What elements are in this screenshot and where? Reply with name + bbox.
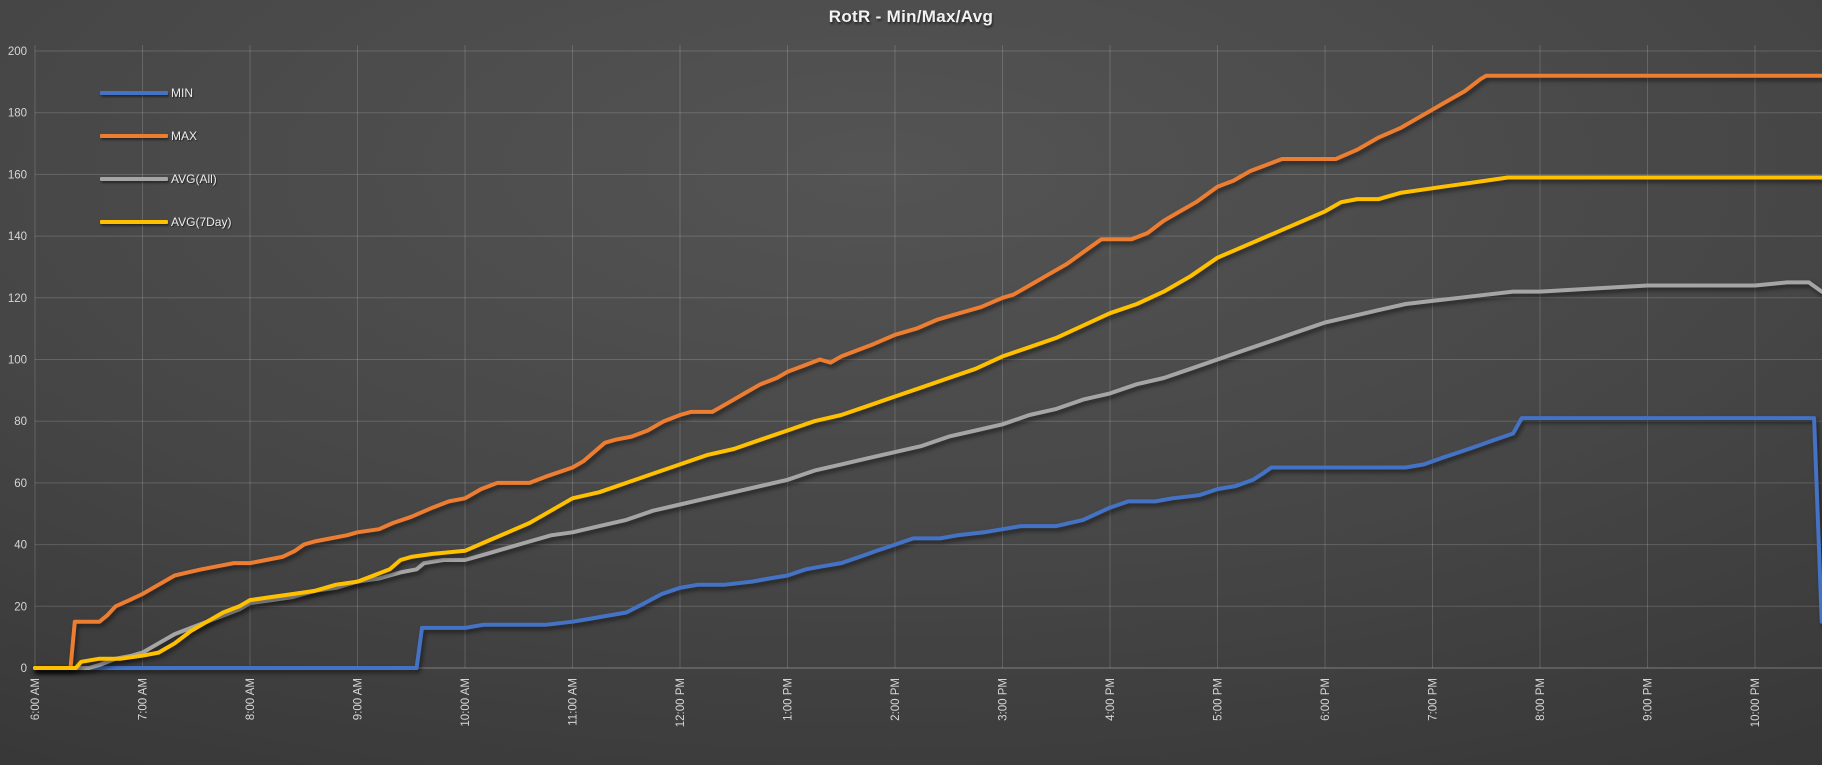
x-axis-tick-label: 9:00 PM: [1643, 678, 1655, 721]
legend-label-avg-all: AVG(All): [171, 172, 217, 186]
series-line-avg-7day: [33, 175, 1822, 670]
x-axis-tick-label: 12:00 PM: [675, 678, 687, 727]
x-axis-tick-label: 7:00 AM: [138, 678, 150, 720]
x-axis-tick-label: 7:00 PM: [1428, 678, 1440, 721]
y-axis-tick-label: 20: [14, 601, 27, 613]
legend-line-swatch-avg-7day: [100, 220, 168, 224]
series-line-min: [33, 416, 1822, 670]
series-line-max: [33, 73, 1822, 670]
y-axis-tick-label: 120: [8, 293, 27, 305]
y-axis-tick-label: 180: [8, 108, 27, 120]
y-axis-tick-label: 200: [8, 46, 27, 58]
x-axis-tick-label: 3:00 PM: [998, 678, 1010, 721]
legend-item-min: MIN: [100, 84, 231, 102]
y-axis-tick-label: 100: [8, 355, 27, 367]
legend-item-avg-7day: AVG(7Day): [100, 213, 231, 231]
legend-item-max: MAX: [100, 127, 231, 145]
legend-line-swatch-max: [100, 134, 168, 138]
y-axis-tick-label: 60: [14, 478, 27, 490]
x-axis-tick-label: 8:00 AM: [245, 678, 257, 720]
y-axis-tick-label: 80: [14, 416, 27, 428]
y-axis-tick-label: 140: [8, 231, 27, 243]
x-axis-tick-label: 2:00 PM: [890, 678, 902, 721]
legend: MIN MAX AVG(All) AVG(7Day): [100, 84, 231, 256]
y-axis-tick-label: 160: [8, 169, 27, 181]
legend-label-max: MAX: [171, 129, 198, 143]
x-axis-tick-label: 6:00 AM: [30, 678, 42, 720]
series-line-avg-all: [33, 280, 1822, 670]
y-axis-tick-label: 40: [14, 540, 27, 552]
x-axis-tick-label: 10:00 PM: [1750, 678, 1762, 727]
y-axis-tick-label: 0: [21, 663, 27, 675]
legend-line-swatch-avg-all: [100, 177, 168, 181]
legend-item-avg-all: AVG(All): [100, 170, 231, 188]
x-axis-tick-label: 9:00 AM: [353, 678, 365, 720]
x-axis-tick-label: 8:00 PM: [1535, 678, 1547, 721]
x-axis-tick-label: 11:00 AM: [568, 678, 580, 726]
x-axis-tick-label: 6:00 PM: [1320, 678, 1332, 721]
x-axis-tick-label: 10:00 AM: [460, 678, 472, 727]
legend-label-min: MIN: [171, 86, 193, 100]
x-axis-tick-label: 5:00 PM: [1213, 678, 1225, 721]
legend-label-avg-7day: AVG(7Day): [171, 215, 232, 229]
x-axis-tick-label: 1:00 PM: [783, 678, 795, 721]
legend-line-swatch-min: [100, 91, 168, 95]
x-axis-tick-label: 4:00 PM: [1105, 678, 1117, 721]
chart-title: RotR - Min/Max/Avg: [828, 7, 994, 26]
